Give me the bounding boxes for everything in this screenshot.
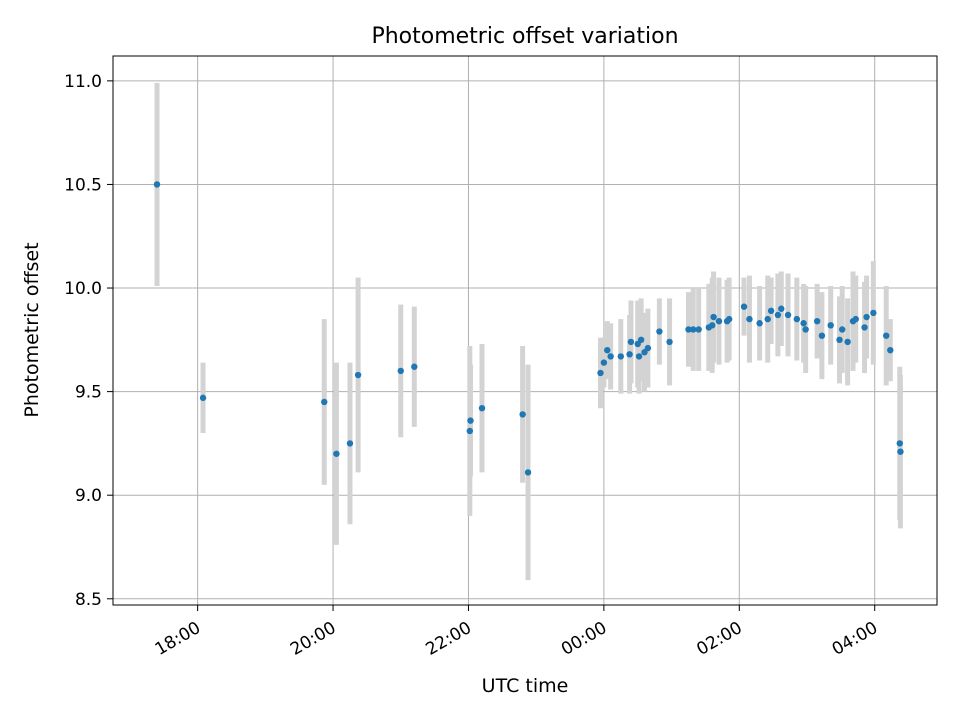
data-point (767, 307, 775, 315)
data-point (844, 338, 851, 346)
data-point (710, 313, 717, 321)
data-point (604, 346, 611, 354)
data-point (346, 440, 354, 447)
data-point (333, 450, 340, 457)
data-point (870, 309, 877, 317)
data-point (411, 363, 418, 370)
data-point (818, 332, 826, 339)
data-point (607, 353, 614, 360)
data-point (802, 326, 809, 333)
data-point (778, 305, 785, 312)
data-point (695, 326, 702, 333)
data-point (836, 336, 843, 344)
data-point (644, 344, 652, 352)
data-point (685, 326, 692, 333)
data-point (715, 317, 723, 325)
data-point (740, 303, 748, 310)
data-point (656, 328, 663, 335)
data-point (839, 326, 846, 333)
data-point (896, 440, 903, 447)
data-point (813, 317, 821, 325)
data-point (397, 367, 404, 375)
grid-layer (113, 56, 937, 605)
chart-title: Photometric offset variation (371, 24, 678, 49)
data-point (827, 322, 834, 329)
data-point (199, 394, 207, 402)
data-point (478, 404, 486, 412)
y-tick-label: 9.5 (75, 383, 102, 403)
y-tick-label: 10.0 (64, 279, 102, 299)
data-point (863, 313, 870, 321)
data-point (600, 359, 608, 366)
data-point (800, 320, 807, 327)
data-point (725, 315, 733, 323)
data-point (861, 324, 868, 331)
plot-area-frame (112, 55, 938, 606)
y-tick-label: 11.0 (64, 72, 102, 92)
data-point (617, 353, 625, 360)
data-point (746, 315, 753, 323)
data-point (887, 346, 894, 354)
data-point (852, 315, 859, 323)
data-point (524, 469, 532, 476)
data-point (466, 427, 474, 435)
data-point (627, 338, 635, 346)
data-point (153, 181, 161, 188)
data-point (897, 448, 904, 455)
y-tick-label: 10.5 (64, 175, 102, 195)
data-point (784, 311, 792, 319)
data-point (635, 353, 643, 360)
data-point (756, 320, 763, 327)
data-point (774, 311, 782, 319)
data-point (764, 315, 771, 323)
x-axis-label: UTC time (482, 675, 569, 697)
data-point (637, 336, 645, 344)
y-tick-label: 9.0 (75, 486, 102, 506)
data-point (793, 315, 801, 323)
y-tick-label: 8.5 (75, 590, 102, 610)
data-point (519, 411, 526, 418)
data-point (321, 398, 328, 406)
y-axis-label: Photometric offset (21, 242, 43, 417)
data-point (709, 322, 716, 329)
data-point (626, 351, 633, 358)
data-point (597, 369, 604, 377)
data-point (354, 371, 362, 379)
data-point (883, 332, 890, 339)
point-layer (153, 181, 904, 476)
data-point (666, 338, 673, 346)
data-point (690, 326, 697, 333)
data-point (467, 417, 474, 424)
